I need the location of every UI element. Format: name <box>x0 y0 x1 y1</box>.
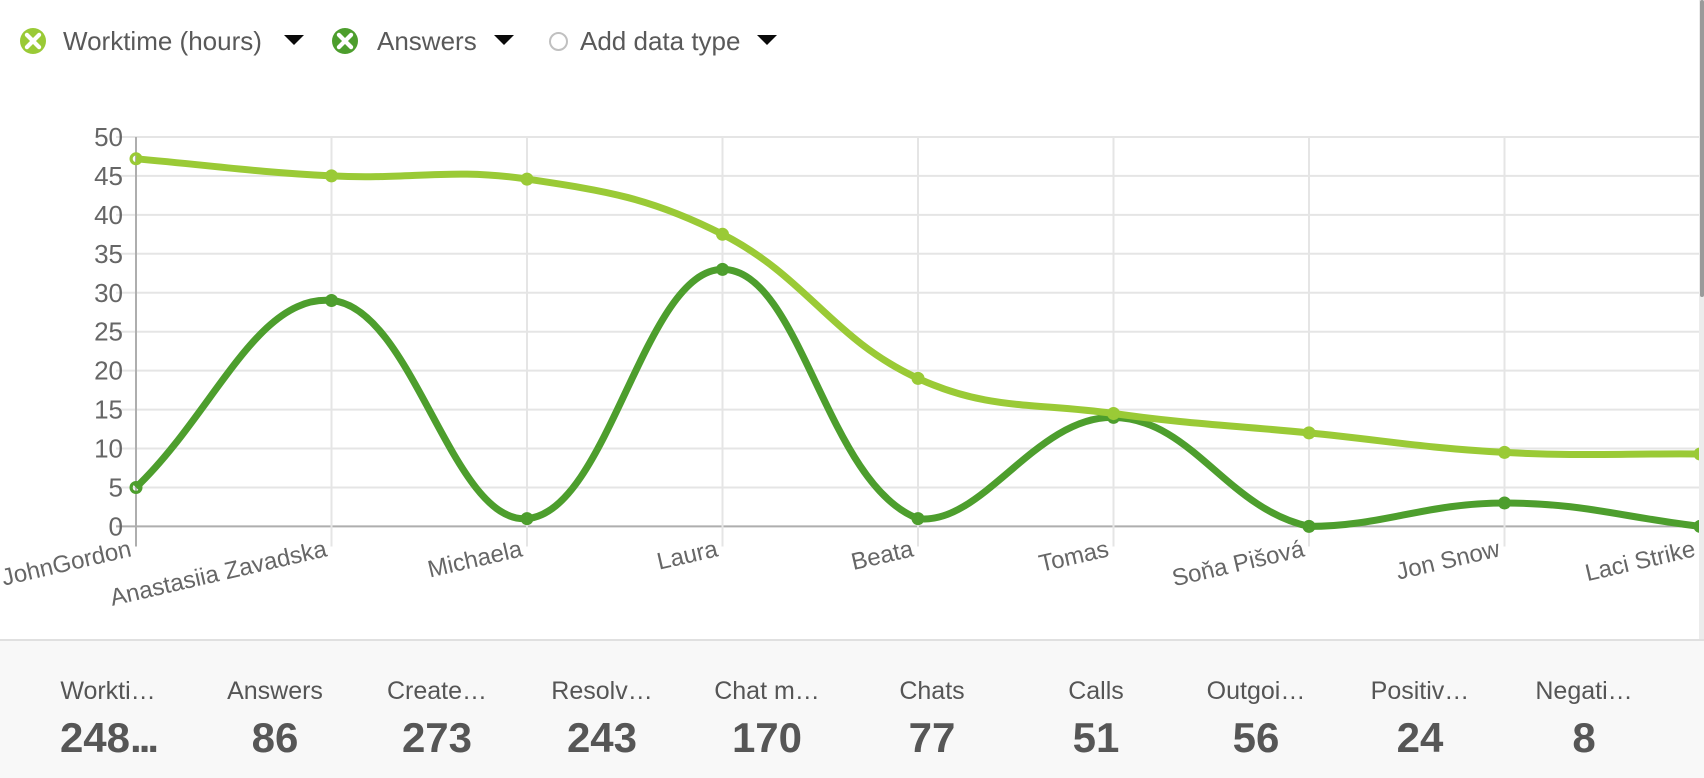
svg-text:Laci Strike: Laci Strike <box>1583 536 1698 588</box>
svg-text:Michaela: Michaela <box>425 535 525 583</box>
svg-text:40: 40 <box>94 200 123 230</box>
svg-text:20: 20 <box>94 356 123 386</box>
svg-text:35: 35 <box>94 239 123 269</box>
svg-text:Beata: Beata <box>849 535 917 576</box>
svg-text:Laura: Laura <box>654 535 721 575</box>
svg-text:25: 25 <box>94 317 123 347</box>
svg-text:0: 0 <box>109 511 123 541</box>
svg-text:Soňa Pišová: Soňa Pišová <box>1169 535 1307 592</box>
svg-text:Tomas: Tomas <box>1036 536 1111 578</box>
svg-text:30: 30 <box>94 278 123 308</box>
svg-text:15: 15 <box>94 395 123 425</box>
svg-text:10: 10 <box>94 434 123 464</box>
svg-text:45: 45 <box>94 161 123 191</box>
svg-text:Jon Snow: Jon Snow <box>1394 535 1503 585</box>
svg-text:50: 50 <box>94 122 123 152</box>
svg-text:Anastasiia Zavadska: Anastasiia Zavadska <box>107 535 329 611</box>
svg-text:5: 5 <box>109 473 123 503</box>
